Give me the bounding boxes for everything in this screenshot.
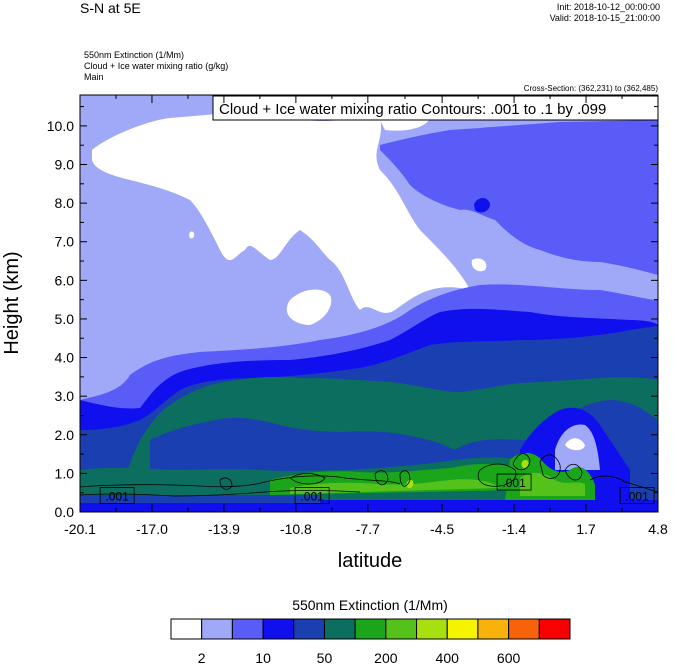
light-green-cell-right: [520, 472, 585, 496]
y-axis: 0.0 1.0 2.0 3.0 4.0 5.0 6.0 7.0 8.0 9.0 10.0: [47, 106, 658, 520]
contour-label: .001: [625, 490, 649, 504]
colorbar-swatch: [477, 618, 510, 640]
colorbar-swatch: [231, 618, 264, 640]
heatmap-field: [80, 95, 658, 512]
x-tick-label: -13.9: [208, 521, 240, 537]
contour-labels: .001 .001 .001 .001: [99, 473, 655, 504]
y-tick-label: 10.0: [47, 118, 74, 134]
colorbar-swatch: [385, 618, 418, 640]
x-tick-label: -7.7: [356, 521, 380, 537]
white-patch-small: [189, 231, 195, 239]
y-axis-label: Height (km): [1, 251, 23, 354]
x-tick-label: -10.8: [280, 521, 312, 537]
colorbar-swatch: [170, 618, 203, 640]
y-tick-label: 5.0: [55, 311, 75, 327]
x-tick-label: 4.8: [648, 521, 668, 537]
colorbar-title: 550nm Extinction (1/Mm): [292, 597, 448, 613]
x-tick-label: -1.4: [502, 521, 526, 537]
init-time: Init: 2018-10-12_00:00:00: [556, 2, 660, 12]
white-region-upper-left: [92, 111, 470, 313]
contour-label-box: [496, 473, 532, 491]
colorbar-tick-label: 10: [255, 650, 271, 666]
colorbar-ticks: 2 10 50 200 400 600: [198, 650, 521, 666]
valid-time: Valid: 2018-10-15_21:00:00: [549, 13, 660, 23]
y-tick-label: 8.0: [55, 195, 75, 211]
yellowgreen-spot-2: [521, 459, 529, 469]
y-tick-label: 6.0: [55, 272, 75, 288]
x-axis: -20.1 -17.0 -13.9 -10.8 -7.7 -4.5 -1.4 1.7 4.8: [64, 95, 668, 537]
colorbar-swatch: [508, 618, 540, 640]
y-tick-label: 4.0: [55, 350, 75, 366]
contour-label-box: [294, 487, 330, 504]
y-tick-label: 7.0: [55, 234, 75, 250]
colorbar: [170, 618, 571, 640]
y-tick-label: 0.0: [55, 504, 75, 520]
contour-label: .001: [300, 490, 324, 504]
cross-section-info: Cross-Section: (362,231) to (362,485): [523, 84, 658, 93]
colorbar-tick-label: 2: [198, 650, 206, 666]
contour-label: .001: [502, 476, 526, 490]
contour-info-box: [212, 95, 659, 121]
y-tick-label: 3.0: [55, 388, 75, 404]
medium-blue-upper-right: [380, 120, 658, 275]
y-tick-label: 2.0: [55, 427, 75, 443]
white-patch-right: [471, 258, 487, 272]
field-name-mixing-ratio: Cloud + Ice water mixing ratio (g/kg): [84, 61, 229, 71]
colorbar-tick-label: 50: [317, 650, 333, 666]
white-patch-mid: [286, 289, 332, 325]
colorbar-swatch: [446, 618, 479, 640]
y-tick-label: 1.0: [55, 465, 75, 481]
colorbar-swatch: [538, 618, 571, 640]
medium-blue-blob: [474, 198, 490, 213]
x-tick-label: -4.5: [430, 521, 454, 537]
x-tick-label: -17.0: [136, 521, 168, 537]
colorbar-tick-label: 600: [497, 650, 521, 666]
contour-label-box: [619, 487, 655, 504]
plot-title: S-N at 5E: [80, 0, 141, 16]
colorbar-swatch: [262, 618, 295, 640]
white-tower: [565, 438, 585, 451]
colorbar-swatch: [416, 618, 448, 640]
contour-label-box: [99, 487, 135, 504]
contour-label: .001: [105, 490, 129, 504]
colorbar-tick-label: 200: [374, 650, 398, 666]
bottom-navy-strip: [80, 495, 320, 503]
field-name-extinction: 550nm Extinction (1/Mm): [84, 50, 185, 60]
x-tick-label: -20.1: [64, 521, 96, 537]
contour-lines: [80, 453, 658, 497]
colorbar-swatch: [354, 618, 387, 640]
x-axis-label: latitude: [337, 550, 403, 572]
colorbar-swatch: [201, 618, 233, 640]
y-tick-label: 9.0: [55, 157, 75, 173]
plot-frame: [79, 94, 659, 513]
colorbar-swatch: [293, 618, 325, 640]
contour-info-text: Cloud + Ice water mixing ratio Contours:…: [219, 101, 606, 118]
x-tick-label: 1.7: [576, 521, 596, 537]
yellowgreen-spot: [406, 479, 414, 489]
colorbar-swatch: [323, 618, 356, 640]
field-name-main: Main: [84, 72, 104, 82]
colorbar-tick-label: 400: [436, 650, 460, 666]
light-green-layer: [290, 479, 500, 494]
